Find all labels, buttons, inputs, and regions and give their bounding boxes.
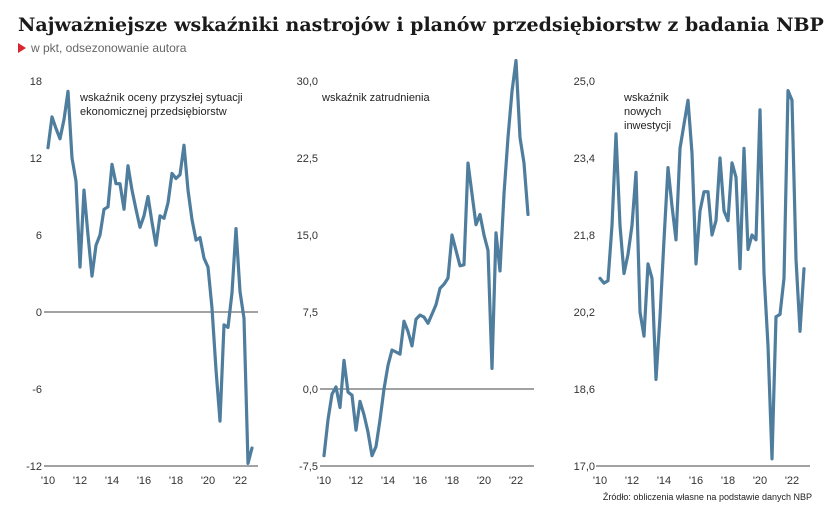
x-tick-label: '22: [785, 475, 799, 487]
series-line: [46, 89, 254, 465]
y-tick-label: -12: [26, 461, 42, 473]
x-tick-label: '18: [445, 475, 459, 487]
x-tick-label: '22: [509, 475, 523, 487]
chart-title: Najważniejsze wskaźniki nastrojów i plan…: [18, 14, 824, 36]
subtitle-text: w pkt, odsezonowanie autora: [31, 41, 187, 55]
x-tick-label: '20: [201, 475, 215, 487]
panel-label-line: wskaźnik: [623, 92, 669, 104]
y-tick-label: 30,0: [297, 76, 318, 88]
x-tick-label: '20: [753, 475, 767, 487]
chart-subtitle: w pkt, odsezonowanie autora: [18, 41, 186, 55]
x-tick-label: '18: [169, 475, 183, 487]
y-tick-label: 25,0: [574, 76, 595, 88]
x-tick-label: '22: [233, 475, 247, 487]
x-tick-label: '10: [317, 475, 331, 487]
series-line: [598, 88, 806, 461]
panel-label-line: wskaźnik oceny przyszłej sytuacji: [79, 92, 243, 104]
y-tick-label: 23,4: [574, 153, 595, 165]
y-tick-label: 20,2: [574, 307, 595, 319]
y-tick-label: 18,6: [574, 384, 595, 396]
y-tick-label: 21,8: [574, 230, 595, 242]
y-tick-label: 17,0: [574, 461, 595, 473]
series-line: [322, 58, 530, 458]
x-tick-label: '14: [381, 475, 395, 487]
panel-label-line: inwestycji: [624, 120, 671, 132]
x-tick-label: '20: [477, 475, 491, 487]
y-tick-label: 0,0: [303, 384, 318, 396]
y-tick-label: 0: [36, 307, 42, 319]
x-tick-label: '14: [105, 475, 119, 487]
x-tick-label: '12: [73, 475, 87, 487]
x-tick-label: '16: [137, 475, 151, 487]
y-tick-label: 6: [36, 230, 42, 242]
source-note: Źródło: obliczenia własne na podstawie d…: [602, 492, 812, 502]
y-tick-label: 12: [30, 153, 42, 165]
panel-label-line: ekonomicznej przedsiębiorstw: [80, 106, 227, 118]
x-tick-label: '12: [349, 475, 363, 487]
y-tick-label: 15,0: [297, 230, 318, 242]
panel-label-line: wskaźnik zatrudnienia: [321, 92, 430, 104]
x-tick-label: '10: [593, 475, 607, 487]
x-tick-label: '16: [413, 475, 427, 487]
panel-label-line: nowych: [624, 106, 661, 118]
y-tick-label: 7,5: [303, 307, 318, 319]
x-tick-label: '12: [625, 475, 639, 487]
red-triangle-icon: [18, 43, 26, 53]
y-tick-label: -6: [32, 384, 42, 396]
x-tick-label: '14: [657, 475, 671, 487]
x-tick-label: '16: [689, 475, 703, 487]
y-tick-label: 22,5: [297, 153, 318, 165]
x-tick-label: '18: [721, 475, 735, 487]
x-tick-label: '10: [41, 475, 55, 487]
y-tick-label: -7,5: [299, 461, 318, 473]
y-tick-label: 18: [30, 76, 42, 88]
